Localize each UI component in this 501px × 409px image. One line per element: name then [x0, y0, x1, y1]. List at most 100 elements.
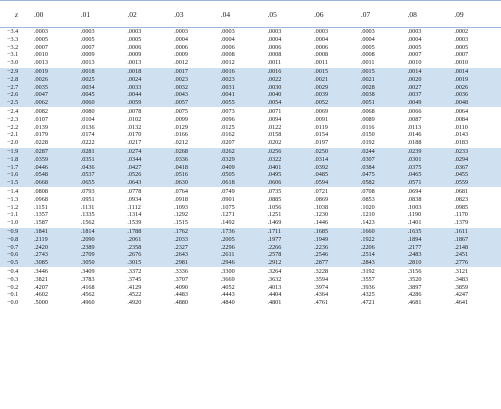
probability-cell: .0015: [360, 66, 408, 76]
probability-cell: .0188: [407, 139, 422, 147]
probability-cell: .0427: [127, 163, 175, 172]
probability-cell: .0113: [407, 123, 422, 131]
probability-cell: .0004: [407, 35, 422, 43]
probability-cell: .0197: [314, 139, 329, 147]
probability-cell: .0084: [454, 115, 469, 123]
z-value-cell: −2.0: [7, 139, 19, 147]
probability-cell: .0014: [407, 66, 455, 76]
z-value-cell: −3.0: [7, 59, 19, 67]
probability-cell: .0002: [454, 28, 469, 35]
z-value-cell: −3.1: [7, 51, 19, 59]
probability-cell: .0080: [80, 106, 128, 116]
z-value-cell: −3.4: [7, 28, 19, 35]
probability-cell: .0005: [80, 35, 95, 43]
probability-cell: .4920: [127, 299, 142, 307]
probability-cell: .0004: [360, 35, 375, 43]
z-value-cell: −0.8: [0, 235, 34, 244]
probability-cell: .0853: [360, 195, 375, 203]
probability-cell: .0268: [174, 146, 221, 156]
probability-cell: .2810: [407, 259, 455, 268]
z-value-cell: −1.0: [7, 219, 19, 227]
probability-cell: .0250: [314, 146, 361, 156]
probability-cell: .2296: [220, 243, 268, 252]
probability-cell: .0022: [267, 75, 315, 84]
probability-cell: .4721: [360, 299, 375, 307]
probability-cell: .0125: [220, 123, 235, 131]
probability-cell: .1611: [454, 226, 501, 236]
probability-cell: .2451: [454, 251, 501, 260]
probability-cell: .0016: [220, 66, 268, 76]
probability-cell: .0013: [34, 59, 48, 67]
probability-cell: .0116: [360, 123, 375, 131]
probability-cell: .0023: [174, 75, 221, 84]
probability-cell: .3300: [220, 266, 268, 276]
z-value-cell: −0.2: [7, 283, 19, 291]
probability-cell: .0256: [267, 146, 315, 156]
table-row: −1.4.0808.0793.0778.0764.0749.0735.0721.…: [0, 186, 501, 196]
probability-cell: .2177: [407, 243, 455, 252]
probability-cell: .0057: [174, 99, 221, 108]
table-body: −3.4 .0003 .0003 .0003 .0003 .0003 .0003 .0003.…: [0, 28, 501, 307]
probability-cell: .1251: [267, 211, 282, 219]
probability-cell: .4522: [127, 291, 142, 299]
probability-cell: .0336: [174, 155, 221, 164]
probability-cell: .0024: [127, 75, 175, 84]
probability-cell: .0885: [267, 195, 282, 203]
table-row: −2.2 .0139 .0136 .0132 .0129 .0125 .0122 .0119.…: [0, 124, 501, 132]
probability-cell: .4286: [407, 291, 422, 299]
table-row: −2.1 .0179 .0174 .0170 .0166 .0162 .0158 .0154.…: [0, 131, 501, 139]
probability-cell: .0287: [34, 146, 81, 156]
probability-cell: .3121: [454, 266, 501, 276]
probability-cell: .0764: [174, 186, 221, 196]
z-value-cell: −3.3: [7, 35, 19, 43]
z-value-cell: −2.7: [0, 83, 34, 92]
probability-cell: .0409: [220, 163, 268, 172]
probability-cell: .0735: [267, 186, 315, 196]
probability-cell: .0003: [360, 28, 375, 35]
probability-cell: .2090: [80, 235, 128, 244]
probability-cell: .0033: [127, 83, 175, 92]
probability-cell: .0060: [80, 99, 128, 108]
z-value-cell: −1.9: [0, 146, 34, 156]
probability-cell: .4562: [80, 291, 95, 299]
table-row: −0.5.3085.3050.3015.2981.2946.2912.2877.…: [0, 259, 501, 268]
probability-cell: .0012: [174, 59, 188, 67]
probability-cell: .0003: [220, 28, 235, 35]
probability-cell: .0004: [174, 35, 188, 43]
table-row: −0.2 .4207 .4168 .4129 .4090 .4052 .4013 .3974.…: [0, 284, 501, 292]
probability-cell: .0006: [220, 43, 235, 51]
probability-cell: .0008: [220, 51, 235, 59]
probability-cell: .0005: [360, 43, 375, 51]
probability-cell: .0044: [127, 91, 175, 100]
z-value-cell: −2.1: [7, 131, 19, 139]
probability-cell: .0069: [314, 106, 361, 116]
probability-cell: .2206: [360, 243, 408, 252]
probability-cell: .5000: [34, 299, 48, 307]
z-value-cell: −1.2: [7, 203, 19, 211]
probability-cell: .0681: [454, 186, 501, 196]
probability-cell: .0003: [34, 28, 48, 35]
probability-cell: .1949: [314, 235, 361, 244]
probability-cell: .1230: [314, 211, 329, 219]
table-row: −1.7.0446.0436.0427.0418.0409.0401.0392.…: [0, 163, 501, 172]
probability-cell: .0344: [127, 155, 175, 164]
probability-cell: .0582: [360, 179, 408, 188]
probability-cell: .0009: [127, 51, 142, 59]
probability-cell: .2033: [174, 235, 221, 244]
probability-cell: .0043: [174, 91, 221, 100]
probability-cell: .0003: [80, 28, 95, 35]
probability-cell: .0030: [267, 83, 315, 92]
table-row: −2.3 .0107 .0104 .0102 .0099 .0096 .0094 .0091.…: [0, 116, 501, 124]
probability-cell: .0571: [407, 179, 455, 188]
probability-cell: .0823: [454, 195, 469, 203]
z-value-cell: −0.9: [0, 226, 34, 236]
probability-cell: .1762: [174, 226, 221, 236]
table-row: −0.7.2420.2389.2358.2327.2296.2266.2236.…: [0, 243, 501, 252]
probability-cell: .0032: [174, 83, 221, 92]
probability-cell: .0004: [267, 35, 282, 43]
probability-cell: .0021: [314, 75, 361, 84]
z-value-cell: −2.3: [7, 115, 19, 123]
probability-cell: .4404: [267, 291, 282, 299]
z-value-cell: −0.3: [7, 275, 19, 283]
probability-cell: .1635: [407, 226, 455, 236]
